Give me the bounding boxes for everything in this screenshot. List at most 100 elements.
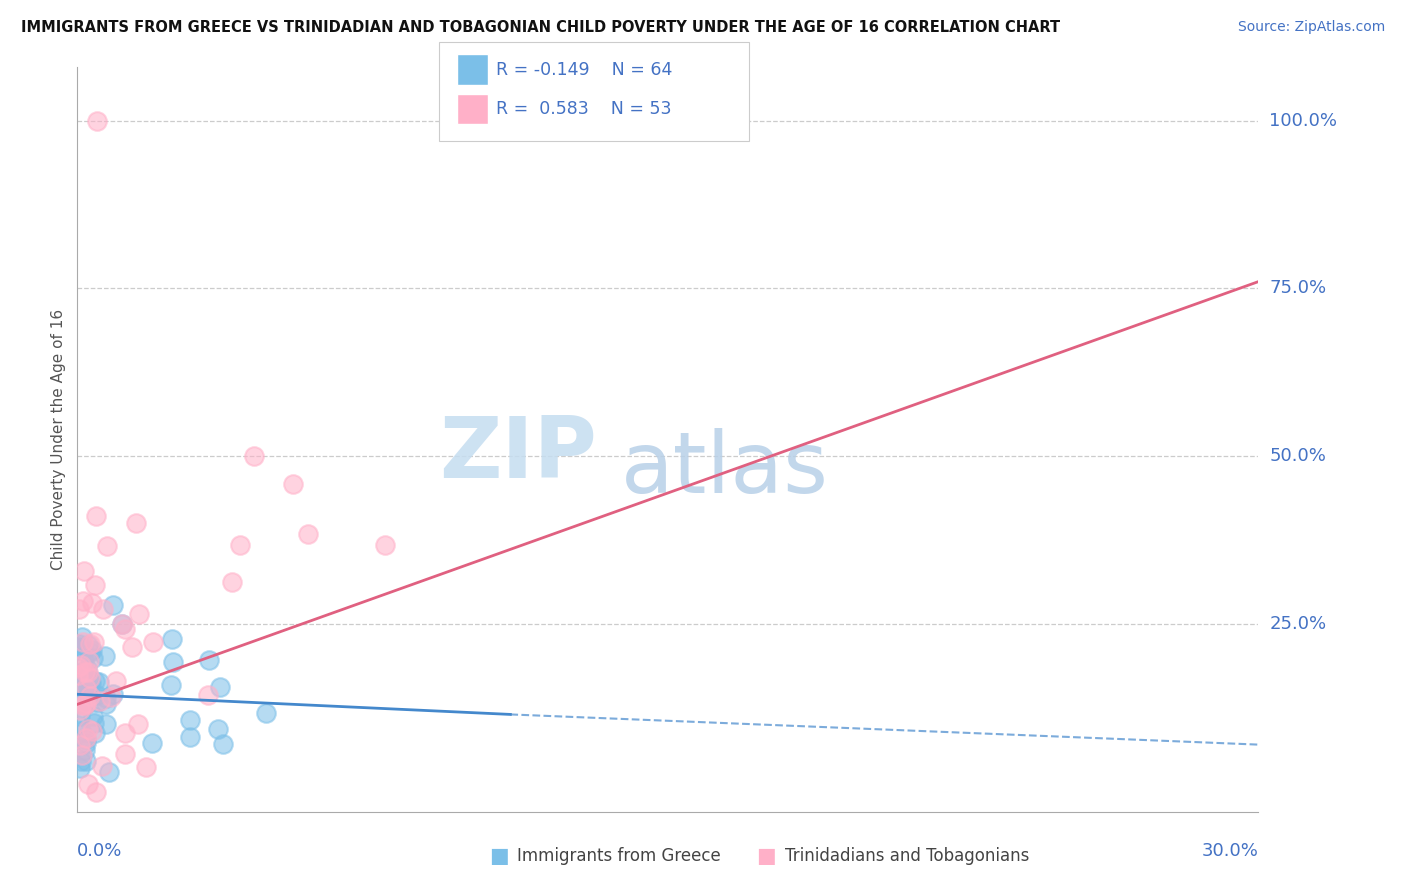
Text: Trinidadians and Tobagonians: Trinidadians and Tobagonians — [785, 847, 1029, 865]
Point — [374, 538, 396, 552]
Point — [281, 477, 304, 491]
Text: ■: ■ — [756, 847, 776, 866]
Point — [75, 671, 97, 685]
Point — [83, 634, 105, 648]
Text: 100.0%: 100.0% — [1270, 112, 1337, 129]
Point — [77, 665, 100, 679]
Point — [76, 692, 98, 706]
Text: R =  0.583    N = 53: R = 0.583 N = 53 — [496, 100, 672, 118]
Point — [73, 564, 96, 578]
Point — [69, 642, 91, 657]
Point — [70, 680, 93, 694]
Text: 50.0%: 50.0% — [1270, 447, 1326, 465]
Text: 75.0%: 75.0% — [1270, 279, 1327, 297]
Text: 30.0%: 30.0% — [1202, 842, 1258, 860]
Point — [82, 724, 104, 739]
Point — [77, 777, 100, 791]
Point — [76, 662, 98, 676]
Point — [77, 639, 100, 653]
Point — [84, 578, 107, 592]
Point — [73, 665, 96, 679]
Point — [75, 732, 97, 747]
Y-axis label: Child Poverty Under the Age of 16: Child Poverty Under the Age of 16 — [51, 309, 66, 570]
Point — [69, 761, 91, 775]
Point — [86, 695, 108, 709]
Point — [297, 527, 319, 541]
Point — [179, 730, 201, 744]
Point — [69, 641, 91, 656]
Text: IMMIGRANTS FROM GREECE VS TRINIDADIAN AND TOBAGONIAN CHILD POVERTY UNDER THE AGE: IMMIGRANTS FROM GREECE VS TRINIDADIAN AN… — [21, 20, 1060, 35]
Point — [70, 723, 93, 738]
Point — [94, 697, 117, 711]
Point — [67, 640, 90, 654]
Point — [73, 743, 96, 757]
Point — [198, 653, 221, 667]
Point — [221, 574, 243, 589]
Point — [72, 681, 94, 696]
Point — [97, 764, 120, 779]
Point — [162, 655, 184, 669]
Point — [79, 674, 101, 689]
Point — [94, 690, 117, 705]
Text: atlas: atlas — [620, 427, 828, 510]
Point — [243, 449, 266, 463]
Point — [67, 601, 90, 615]
Point — [84, 784, 107, 798]
Point — [101, 687, 124, 701]
Point — [82, 596, 104, 610]
Point — [105, 673, 128, 688]
Point — [66, 697, 89, 711]
Point — [75, 684, 97, 698]
Point — [160, 632, 183, 646]
Point — [207, 722, 229, 736]
Text: ■: ■ — [489, 847, 509, 866]
Point — [209, 681, 232, 695]
Point — [75, 754, 97, 768]
Point — [114, 747, 136, 762]
Point — [121, 640, 143, 654]
Point — [70, 698, 93, 712]
Point — [96, 716, 118, 731]
Point — [67, 660, 90, 674]
Point — [80, 675, 103, 690]
Point — [86, 688, 108, 702]
Point — [77, 654, 100, 668]
Point — [73, 678, 96, 692]
Point — [72, 665, 94, 680]
Point — [125, 516, 148, 530]
Text: 25.0%: 25.0% — [1270, 615, 1327, 632]
Point — [111, 616, 134, 631]
Point — [67, 637, 90, 651]
Point — [228, 538, 250, 552]
Point — [142, 635, 165, 649]
Point — [211, 737, 233, 751]
Point — [72, 653, 94, 667]
Point — [72, 594, 94, 608]
Point — [179, 714, 201, 728]
Point — [84, 726, 107, 740]
Point — [87, 675, 110, 690]
Point — [79, 645, 101, 659]
Point — [70, 630, 93, 644]
Point — [197, 688, 219, 702]
Point — [70, 754, 93, 768]
Point — [114, 726, 136, 740]
Point — [75, 681, 97, 696]
Point — [73, 695, 96, 709]
Point — [72, 644, 94, 658]
Point — [69, 709, 91, 723]
Point — [128, 607, 150, 621]
Point — [75, 736, 97, 750]
Point — [83, 674, 105, 689]
Point — [72, 680, 94, 694]
Point — [69, 738, 91, 752]
Point — [70, 748, 93, 763]
Point — [72, 687, 94, 701]
Point — [72, 635, 94, 649]
Point — [83, 716, 105, 731]
Point — [82, 651, 104, 665]
Point — [96, 539, 118, 553]
Point — [79, 689, 101, 703]
Point — [67, 668, 90, 682]
Point — [111, 616, 134, 631]
